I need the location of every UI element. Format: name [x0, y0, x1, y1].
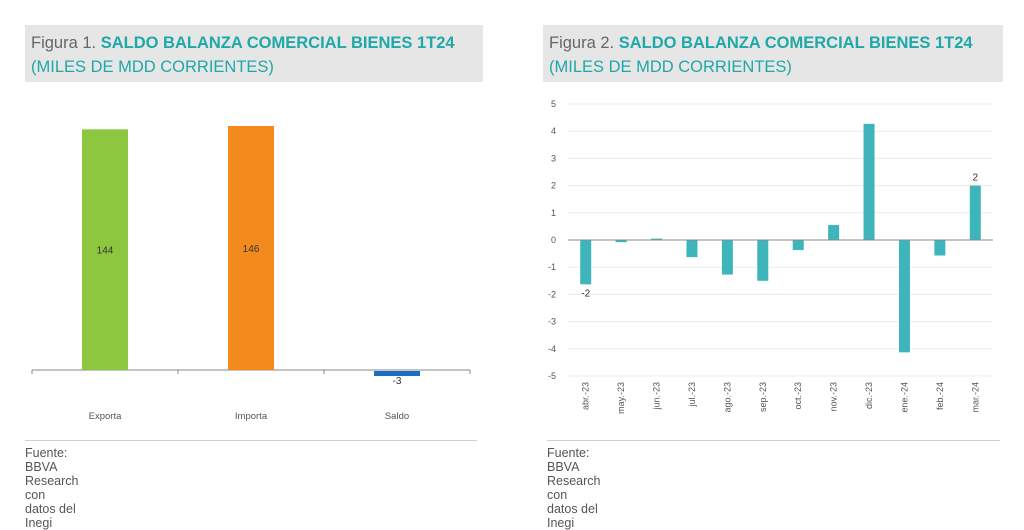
- y-tick-label: -1: [548, 262, 556, 272]
- figure-1-title-line: Figura 1. SALDO BALANZA COMERCIAL BIENES…: [31, 31, 483, 55]
- data-label: 146: [243, 244, 260, 255]
- figure-1-prefix: Figura 1.: [31, 34, 97, 52]
- bar-mar.-24: [969, 185, 981, 240]
- category-label: jul.-23: [687, 382, 697, 408]
- figure-2-prefix: Figura 2.: [549, 34, 615, 52]
- figure-2-title-line: Figura 2. SALDO BALANZA COMERCIAL BIENES…: [549, 31, 1003, 55]
- figure-2-subtitle: (MILES DE MDD CORRIENTES): [549, 58, 792, 76]
- y-tick-label: -3: [548, 317, 556, 327]
- figure-1-title: SALDO BALANZA COMERCIAL BIENES 1T24: [100, 34, 455, 52]
- data-label: -2: [581, 288, 590, 299]
- bar-sep.-23: [757, 240, 769, 281]
- figure-1-source: Fuente: BBVA Research con datos del Ineg…: [25, 446, 79, 530]
- category-label: abr.-23: [581, 382, 591, 410]
- y-tick-label: -5: [548, 371, 556, 381]
- category-label: oct.-23: [793, 382, 803, 410]
- category-label: ago.-23: [722, 382, 732, 413]
- figure-2-header: Figura 2. SALDO BALANZA COMERCIAL BIENES…: [543, 25, 1003, 82]
- category-label: dic.-23: [864, 382, 874, 409]
- data-label: 144: [97, 246, 114, 257]
- bar-ene.-24: [898, 240, 910, 353]
- category-label: mar.-24: [970, 382, 980, 413]
- y-tick-label: 1: [551, 208, 556, 218]
- data-label: 2: [973, 173, 979, 184]
- bar-abr.-23: [580, 240, 592, 285]
- figure-1-header: Figura 1. SALDO BALANZA COMERCIAL BIENES…: [25, 25, 483, 82]
- bar-oct.-23: [792, 240, 804, 251]
- bar-importa: [228, 126, 274, 370]
- y-tick-label: -2: [548, 289, 556, 299]
- bar-exporta: [82, 129, 128, 370]
- category-label: may.-23: [616, 382, 626, 414]
- category-label: Importa: [235, 411, 268, 422]
- category-label: Exporta: [89, 411, 122, 422]
- y-tick-label: 4: [551, 126, 556, 136]
- bar-nov.-23: [828, 225, 840, 240]
- bar-ago.-23: [721, 240, 733, 275]
- bar-jun.-23: [651, 238, 663, 240]
- figure-2-footer-divider: [547, 440, 1000, 441]
- bar-feb.-24: [934, 240, 946, 256]
- bar-saldo: [374, 371, 420, 377]
- category-label: Saldo: [385, 411, 409, 422]
- y-tick-label: 2: [551, 181, 556, 191]
- figure-1-subtitle: (MILES DE MDD CORRIENTES): [31, 58, 274, 76]
- category-label: jun.-23: [652, 382, 662, 411]
- category-label: ene.-24: [899, 382, 909, 413]
- y-tick-label: 5: [551, 99, 556, 109]
- y-tick-label: -4: [548, 344, 556, 354]
- y-tick-label: 3: [551, 153, 556, 163]
- figure-2-source: Fuente: BBVA Research con datos del Ineg…: [547, 446, 601, 530]
- figure-1-chart: 144 Exporta 146 Importa -3 Saldo: [31, 126, 471, 422]
- bar-may.-23: [615, 240, 627, 243]
- bar-jul.-23: [686, 240, 698, 258]
- y-tick-label: 0: [551, 235, 556, 245]
- category-label: sep.-23: [758, 382, 768, 412]
- figure-2-title: SALDO BALANZA COMERCIAL BIENES 1T24: [618, 34, 973, 52]
- category-label: nov.-23: [829, 382, 839, 411]
- bar-dic.-23: [863, 123, 875, 240]
- figure-1-footer-divider: [25, 440, 477, 441]
- data-label: -3: [393, 376, 402, 387]
- category-label: feb.-24: [935, 382, 945, 410]
